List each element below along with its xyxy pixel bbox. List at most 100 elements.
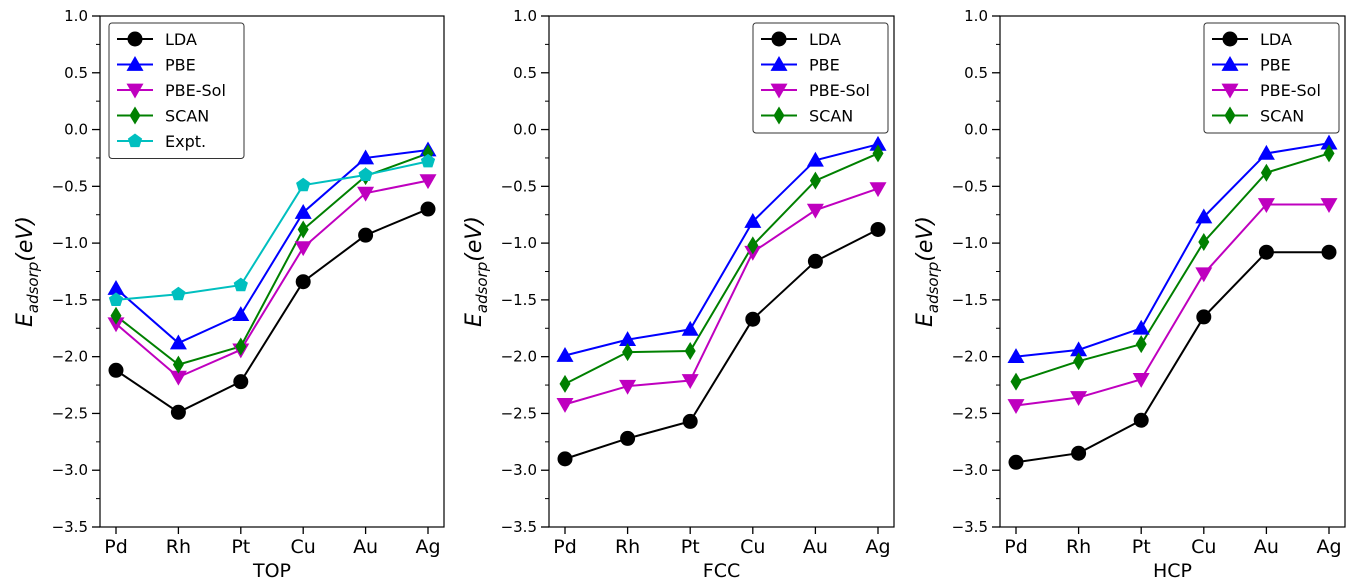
legend-marker <box>1221 56 1239 71</box>
x-tick-label: Rh <box>1066 536 1091 558</box>
data-point-pbesol <box>357 186 375 202</box>
data-point-scan <box>809 171 821 190</box>
series-line-pbe <box>115 149 429 345</box>
legend-label: PBE-Sol <box>1260 81 1321 100</box>
data-point-scan <box>235 337 247 356</box>
y-tick-label: −2.5 <box>52 404 88 422</box>
y-tick-label: −3.0 <box>501 461 537 479</box>
data-point-scan <box>110 306 122 325</box>
y-tick-label: −2.0 <box>952 348 988 366</box>
legend-label: SCAN <box>1260 107 1304 126</box>
x-tick-label: Au <box>803 536 828 558</box>
legend-label: PBE-Sol <box>809 81 870 100</box>
legend: LDA PBE PBE-Sol SCAN Expt. <box>108 22 245 159</box>
data-point-lda <box>233 374 249 390</box>
legend-box <box>1203 22 1340 134</box>
data-point-pbe <box>107 280 125 295</box>
y-tick-label: 0.0 <box>64 121 88 139</box>
x-tick-label: Rh <box>615 536 640 558</box>
data-point-pbe <box>556 347 574 362</box>
data-point-pbesol <box>1320 198 1338 214</box>
series-line-pbe <box>1015 142 1330 358</box>
data-point-lda <box>1008 454 1024 470</box>
y-tick-label: −2.5 <box>501 404 537 422</box>
data-point-lda <box>1071 445 1087 461</box>
data-point-pbe <box>1320 134 1338 150</box>
data-point-lda <box>557 451 573 467</box>
data-point-pbe <box>1132 319 1150 335</box>
data-point-scan <box>1198 232 1210 251</box>
legend-marker <box>129 106 141 125</box>
x-axis-label: TOP <box>252 560 291 579</box>
data-point-lda <box>295 274 311 290</box>
legend: LDA PBE PBE-Sol SCAN <box>1203 22 1340 134</box>
x-tick-label: Ag <box>415 536 440 558</box>
data-point-lda <box>170 404 186 420</box>
y-tick-label: −0.5 <box>952 177 988 195</box>
y-tick-label: 0.5 <box>64 64 88 82</box>
data-point-scan <box>172 355 184 374</box>
data-point-scan <box>1323 144 1335 163</box>
data-point-pbe <box>681 320 699 336</box>
x-tick-label: Pt <box>231 536 250 558</box>
y-tick-label: −3.5 <box>952 518 988 536</box>
data-point-pbesol <box>1070 391 1088 407</box>
data-point-expt <box>420 153 436 168</box>
data-point-pbesol <box>169 370 187 386</box>
y-tick-label: −0.5 <box>501 177 537 195</box>
series-line-expt <box>115 160 429 301</box>
legend-marker <box>126 83 144 99</box>
data-point-lda <box>682 413 698 429</box>
legend-box <box>752 22 889 134</box>
data-point-lda <box>108 362 124 378</box>
data-point-expt <box>171 286 186 301</box>
y-tick-label: −1.0 <box>501 234 537 252</box>
data-point-pbesol <box>619 379 637 395</box>
x-axis-label: HCP <box>1153 560 1192 579</box>
x-tick-label: Cu <box>740 536 765 558</box>
data-point-pbesol <box>107 317 125 333</box>
data-point-expt <box>296 177 311 192</box>
x-tick-label: Au <box>1254 536 1279 558</box>
x-tick-label: Pt <box>681 536 700 558</box>
data-point-pbe <box>744 213 762 228</box>
data-point-scan <box>872 144 884 163</box>
legend-label: LDA <box>1260 30 1292 49</box>
x-tick-label: Ag <box>865 536 890 558</box>
y-tick-label: 1.0 <box>513 7 537 25</box>
data-point-scan <box>559 374 571 393</box>
legend-label: PBE <box>1260 56 1291 75</box>
legend-label: PBE <box>809 56 840 75</box>
data-point-pbe <box>1195 208 1213 224</box>
legend-marker <box>1222 31 1238 47</box>
y-tick-label: −3.0 <box>52 461 88 479</box>
legend-marker <box>1221 83 1239 99</box>
legend-box <box>108 22 245 159</box>
data-point-pbe <box>869 135 887 151</box>
legend-marker <box>126 56 144 71</box>
x-tick-label: Pd <box>553 536 577 558</box>
data-point-lda <box>1133 412 1149 428</box>
data-point-scan <box>747 236 759 255</box>
y-tick-label: −2.5 <box>952 404 988 422</box>
y-tick-label: −1.5 <box>52 291 88 309</box>
y-tick-label: 0.5 <box>513 64 537 82</box>
y-tick-label: −1.5 <box>952 291 988 309</box>
data-point-pbesol <box>556 397 574 413</box>
data-point-pbesol <box>869 182 887 198</box>
y-tick-label: 0.0 <box>513 121 537 139</box>
data-point-pbe <box>806 151 824 167</box>
series-line-scan <box>564 152 879 385</box>
data-point-pbesol <box>1007 399 1025 414</box>
series-line-pbesol <box>1015 203 1329 407</box>
y-tick-label: −2.0 <box>501 348 537 366</box>
data-point-scan <box>684 341 696 360</box>
y-tick-label: 1.0 <box>64 7 88 25</box>
x-tick-label: Ag <box>1316 536 1341 558</box>
data-point-pbe <box>1070 341 1088 357</box>
x-tick-label: Pt <box>1132 536 1151 558</box>
data-point-scan <box>1260 163 1272 182</box>
data-point-lda <box>870 221 886 237</box>
y-tick-label: 1.0 <box>964 7 988 25</box>
